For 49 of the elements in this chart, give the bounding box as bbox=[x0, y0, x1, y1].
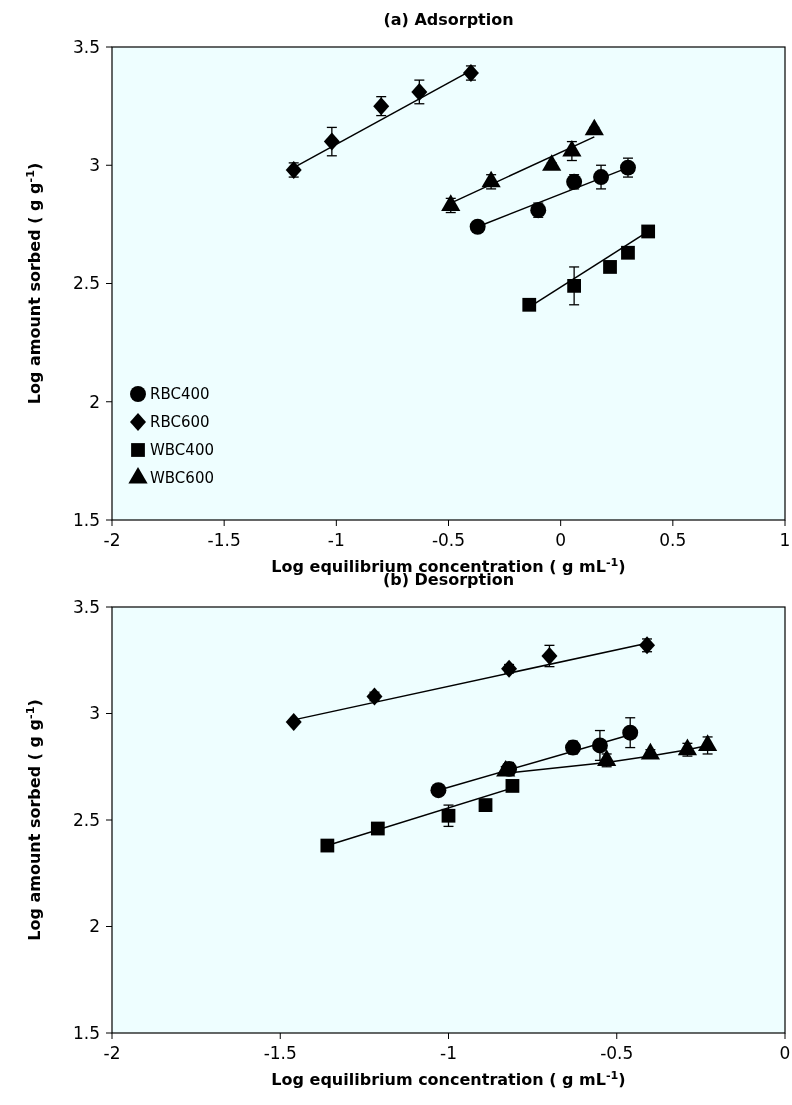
point bbox=[622, 724, 639, 741]
point bbox=[501, 659, 518, 678]
y-tick-label: 2 bbox=[89, 916, 100, 937]
point bbox=[441, 808, 456, 823]
point bbox=[603, 260, 617, 274]
y-tick-label: 1.5 bbox=[72, 1022, 100, 1043]
legend-label: WBC400 bbox=[150, 441, 214, 460]
legend-label: RBC600 bbox=[150, 413, 210, 432]
y-tick-label: 2.5 bbox=[72, 273, 100, 294]
point bbox=[411, 82, 428, 101]
point bbox=[320, 838, 335, 853]
x-axis-title: Log equilibrium concentration ( g mL$^{-1}$) bbox=[271, 1068, 626, 1089]
x-tick-label: -1 bbox=[327, 530, 345, 550]
point bbox=[366, 687, 383, 706]
point bbox=[641, 224, 656, 239]
chart-title: (a) Adsorption bbox=[383, 10, 514, 29]
point bbox=[501, 760, 518, 777]
y-tick-label: 2 bbox=[89, 391, 100, 412]
point bbox=[469, 218, 486, 235]
x-tick-label: -1.5 bbox=[207, 530, 241, 550]
point bbox=[621, 245, 635, 260]
y-tick-label: 3 bbox=[89, 703, 100, 724]
x-tick-label: 0 bbox=[779, 1043, 791, 1063]
point bbox=[285, 713, 302, 732]
point bbox=[478, 798, 493, 812]
x-tick-label: -2 bbox=[103, 1043, 121, 1063]
point bbox=[591, 737, 608, 754]
x-tick-label: -0.5 bbox=[431, 530, 466, 550]
y-tick-label: 2.5 bbox=[72, 809, 100, 830]
point bbox=[567, 278, 582, 293]
point bbox=[522, 297, 537, 312]
y-tick-label: 3.5 bbox=[72, 596, 100, 617]
y-tick-label: 3.5 bbox=[72, 36, 100, 57]
point bbox=[505, 779, 520, 793]
y-tick-label: 1.5 bbox=[72, 509, 100, 530]
legend-label: RBC400 bbox=[150, 385, 210, 404]
x-tick-label: 0.5 bbox=[659, 530, 687, 550]
legend-label: WBC600 bbox=[150, 469, 214, 488]
x-tick-label: 0 bbox=[555, 530, 567, 550]
x-tick-label: -1.5 bbox=[263, 1043, 297, 1063]
point bbox=[593, 169, 610, 186]
x-tick-label: -1 bbox=[440, 1043, 457, 1063]
x-tick-label: -2 bbox=[103, 530, 121, 550]
point bbox=[370, 821, 385, 836]
point bbox=[430, 782, 447, 799]
x-tick-label: 1 bbox=[779, 530, 791, 550]
x-tick-label: -0.5 bbox=[600, 1043, 634, 1063]
point bbox=[323, 132, 340, 151]
y-tick-label: 3 bbox=[89, 155, 100, 176]
